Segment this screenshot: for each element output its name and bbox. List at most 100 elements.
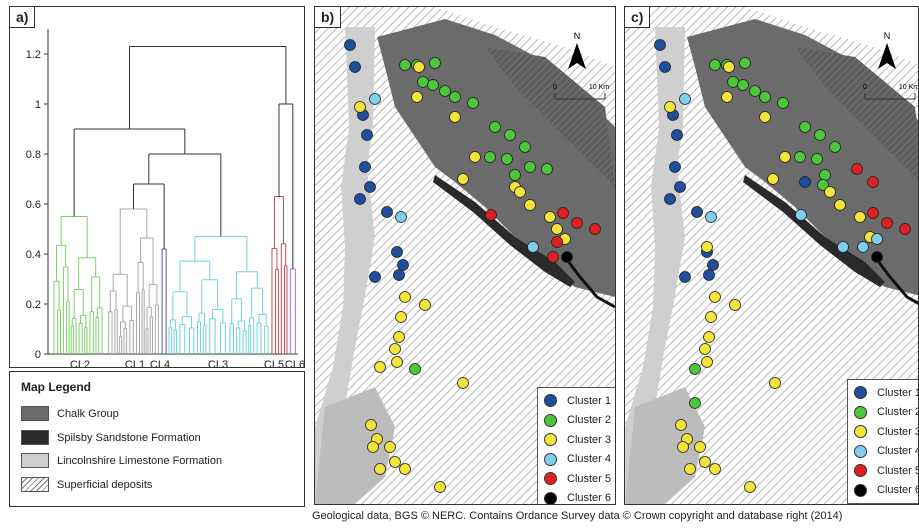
sample-point [381, 206, 393, 218]
sample-point [551, 223, 563, 235]
sample-point [485, 209, 497, 221]
cluster5-dot [544, 472, 557, 486]
sample-point [759, 111, 771, 123]
sample-point [701, 356, 713, 368]
sample-point [749, 85, 761, 97]
sample-point [561, 251, 573, 263]
sample-point [504, 129, 516, 141]
map-legend-item: Chalk Group [21, 406, 119, 421]
sample-point [675, 419, 687, 431]
sample-point [703, 331, 715, 343]
sample-point [829, 141, 841, 153]
sample-point [389, 343, 401, 355]
sample-point [871, 233, 883, 245]
sample-point [395, 311, 407, 323]
sample-point [509, 169, 521, 181]
sample-point [769, 377, 781, 389]
sample-point [399, 59, 411, 71]
sample-point [679, 271, 691, 283]
chalk-swatch [21, 406, 49, 421]
sample-point [779, 151, 791, 163]
legend-label: Cluster 5 [877, 464, 919, 477]
sample-point [489, 121, 501, 133]
legend-row: Cluster 3 [544, 430, 614, 450]
sample-point [524, 161, 536, 173]
sample-point [393, 331, 405, 343]
sample-point [689, 397, 701, 409]
sample-point [484, 151, 496, 163]
river [563, 256, 615, 309]
sample-point [671, 129, 683, 141]
cluster3-dot [854, 425, 867, 439]
legend-row: Cluster 6 [544, 489, 614, 505]
limestone-formation [625, 387, 705, 504]
sample-point [589, 223, 601, 235]
sample-point [541, 163, 553, 175]
legend-row: Cluster 1 [544, 391, 614, 411]
panel-c-letter: c) [625, 7, 651, 28]
map-legend-label: Superficial deposits [57, 478, 153, 491]
sample-point [857, 241, 869, 253]
north-label: N [574, 31, 581, 41]
sample-point [664, 193, 676, 205]
scale-end-label: 10 Km [899, 84, 919, 91]
limestone-formation [315, 387, 395, 504]
sample-point [799, 176, 811, 188]
cluster-label: CL1 [125, 359, 145, 367]
sample-point [759, 91, 771, 103]
sample-point [417, 76, 429, 88]
sample-point [795, 209, 807, 221]
sample-point [744, 481, 756, 493]
legend-label: Cluster 1 [567, 394, 612, 407]
cluster1-dot [544, 394, 557, 408]
spilsby-sandstone [743, 175, 885, 287]
sample-point [794, 151, 806, 163]
map-legend-title: Map Legend [21, 380, 92, 394]
sample-point [413, 61, 425, 73]
sample-point [399, 463, 411, 475]
sample-point [364, 181, 376, 193]
spilsby-swatch [21, 430, 49, 445]
y-tick-label: 1.2 [26, 49, 41, 61]
cluster-label: CL2 [70, 359, 90, 367]
sample-point [899, 223, 911, 235]
sample-point [799, 121, 811, 133]
cluster6-dot [854, 483, 867, 497]
attribution-footer: Geological data, BGS © NERC. Contains Or… [312, 510, 843, 522]
sample-point [439, 85, 451, 97]
cluster-label: CL6 [285, 359, 304, 367]
cluster2-dot [544, 413, 557, 427]
sample-point [361, 129, 373, 141]
sample-point [397, 259, 409, 271]
map-legend-label: Lincolnshire Limestone Formation [57, 454, 223, 467]
sea-area [745, 7, 918, 65]
sample-point [811, 153, 823, 165]
sample-point [501, 153, 513, 165]
sample-point [727, 76, 739, 88]
legend-label: Cluster 3 [567, 433, 612, 446]
sample-point [457, 377, 469, 389]
north-label: N [884, 31, 891, 41]
sample-point [814, 129, 826, 141]
y-tick-label: 0.8 [26, 149, 41, 161]
y-tick-label: 0.4 [26, 249, 41, 261]
y-tick-label: 0.2 [26, 299, 41, 311]
scale-start-label: 0 [553, 84, 557, 91]
sample-point [369, 93, 381, 105]
sample-point [449, 111, 461, 123]
map-panel-b: b) N 0 10 Km Cluster 1 Cluster 2 Cluster 3… [314, 6, 616, 505]
map-b: N 0 10 Km [315, 7, 615, 504]
sample-point [709, 291, 721, 303]
sample-point [434, 481, 446, 493]
sample-point [354, 101, 366, 113]
sample-point [374, 361, 386, 373]
legend-label: Cluster 6 [567, 492, 612, 505]
sample-point [457, 173, 469, 185]
sample-point [514, 186, 526, 198]
sample-point [721, 91, 733, 103]
sample-point [709, 463, 721, 475]
map-legend-item: Spilsby Sandstone Formation [21, 430, 201, 445]
sample-point [689, 363, 701, 375]
y-tick-label: 0 [35, 349, 41, 361]
sea-area [435, 7, 615, 67]
